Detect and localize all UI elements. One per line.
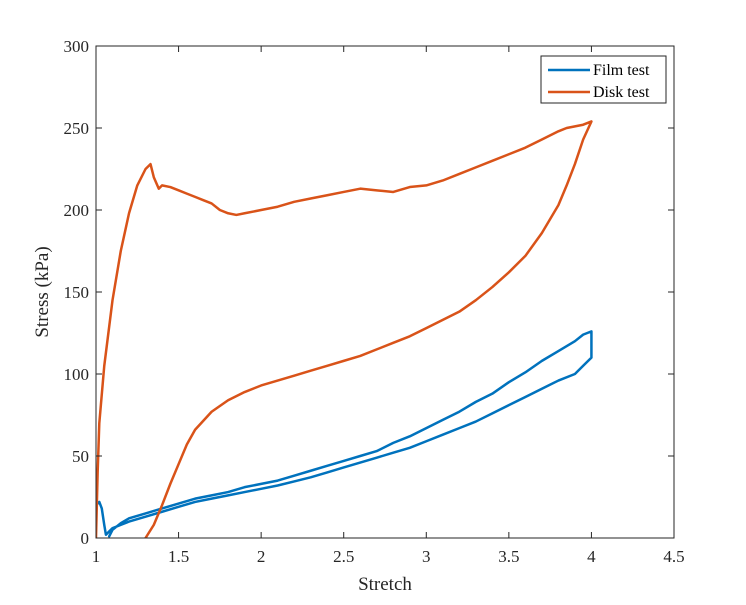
axis-tick-labels: 1 1.5 2 2.5 3 3.5 4 4.5 0 50 100 150 200 250 300	[64, 37, 685, 566]
x-tick-label: 3	[422, 547, 431, 566]
x-tick-label: 4	[587, 547, 596, 566]
y-tick-label: 150	[64, 283, 90, 302]
y-tick-label: 250	[64, 119, 90, 138]
x-axis-label: Stretch	[358, 574, 412, 595]
legend-label-film-test: Film test	[593, 62, 650, 79]
legend-label-disk-test: Disk test	[593, 84, 650, 101]
x-tick-label: 3.5	[498, 547, 519, 566]
x-tick-label: 4.5	[663, 547, 684, 566]
x-tick-label: 1.5	[168, 547, 189, 566]
axis-ticks	[95, 45, 675, 539]
series-line-film-test	[96, 330, 593, 538]
legend-box	[540, 55, 667, 104]
y-tick-label: 50	[72, 447, 89, 466]
series-line-disk-test	[96, 120, 593, 538]
x-tick-label: 2.5	[333, 547, 354, 566]
legend: Film test Disk test	[540, 55, 667, 104]
y-tick-label: 300	[64, 37, 90, 56]
x-tick-label: 2	[257, 547, 266, 566]
y-tick-label: 100	[64, 365, 90, 384]
y-axis-label: Stress (kPa)	[32, 246, 53, 337]
y-tick-label: 200	[64, 201, 90, 220]
y-tick-label: 0	[81, 529, 90, 548]
x-tick-label: 1	[92, 547, 101, 566]
